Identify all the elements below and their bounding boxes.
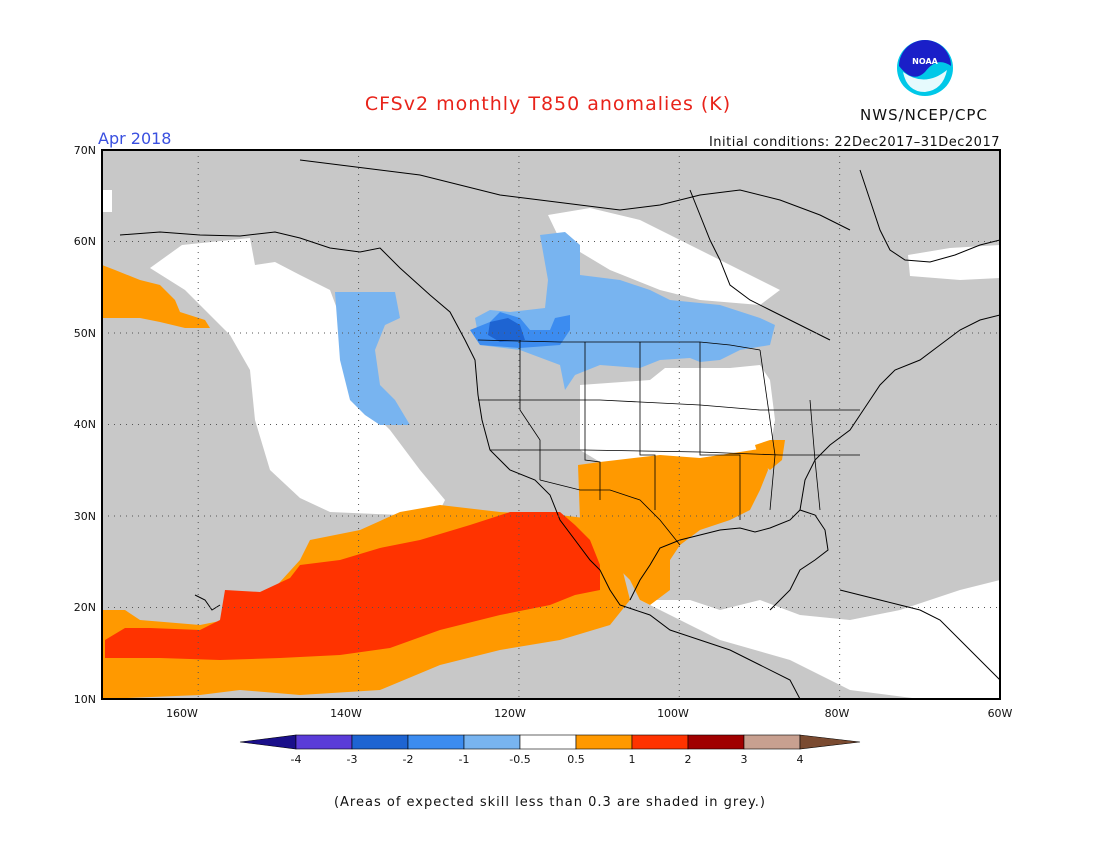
lat-axis: 70N 60N 50N 40N 30N 20N 10N bbox=[74, 144, 96, 706]
coastline-hudson-bay bbox=[689, 189, 831, 341]
colorbar-label-7: 1 bbox=[629, 753, 636, 766]
skill-note: (Areas of expected skill less than 0.3 a… bbox=[334, 795, 766, 810]
colorbar-label-3: -2 bbox=[403, 753, 414, 766]
colorbar-label-8: 2 bbox=[685, 753, 692, 766]
us-mexico-border bbox=[539, 479, 681, 546]
white-region-alaska-nw bbox=[102, 190, 112, 212]
colorbar-swatch-6 bbox=[575, 734, 633, 750]
us-state-lines-2 bbox=[584, 342, 601, 500]
colorbar-swatch-3 bbox=[407, 734, 465, 750]
lon-label-160w: 160W bbox=[166, 707, 198, 720]
map-title: CFSv2 monthly T850 anomalies (K) bbox=[365, 93, 731, 115]
anomaly-fields bbox=[102, 190, 1000, 699]
us-state-lines-3 bbox=[639, 342, 656, 510]
orange-region-north-pacific bbox=[102, 265, 210, 328]
coastline-arctic bbox=[299, 159, 851, 231]
lon-label-80w: 80W bbox=[825, 707, 850, 720]
colorbar-label-5: -0.5 bbox=[509, 753, 530, 766]
coastline-gulf bbox=[629, 509, 829, 611]
colorbar-swatch-5 bbox=[519, 734, 577, 750]
colorbar-low-arrow bbox=[239, 734, 297, 750]
white-region-hudson bbox=[548, 208, 780, 305]
white-region-caribbean bbox=[640, 580, 1000, 699]
lat-label-20n: 20N bbox=[74, 601, 96, 614]
map-area bbox=[101, 149, 1001, 700]
us-state-lines-1 bbox=[519, 340, 541, 480]
us-state-lines-6 bbox=[490, 449, 860, 456]
colorbar-swatch-1 bbox=[295, 734, 353, 750]
red-region-pacific bbox=[105, 512, 600, 660]
lat-label-60n: 60N bbox=[74, 235, 96, 248]
white-region-northeast-pacific bbox=[150, 238, 445, 515]
lon-label-120w: 120W bbox=[494, 707, 526, 720]
org-label: NWS/NCEP/CPC bbox=[860, 106, 988, 124]
lon-axis: 160W 140W 120W 100W 80W 60W bbox=[166, 707, 1012, 720]
lon-label-60w: 60W bbox=[988, 707, 1013, 720]
orange-region-mexico-texas bbox=[578, 448, 768, 605]
colorbar-label-6: 0.5 bbox=[567, 753, 585, 766]
forecast-month: Apr 2018 bbox=[98, 129, 171, 148]
light-blue-region-west bbox=[335, 292, 410, 425]
lat-label-40n: 40N bbox=[74, 418, 96, 431]
lat-label-50n: 50N bbox=[74, 327, 96, 340]
initial-conditions: Initial conditions: 22Dec2017–31Dec2017 bbox=[709, 135, 1000, 150]
us-state-lines-8 bbox=[809, 399, 821, 511]
lat-label-70n: 70N bbox=[74, 144, 96, 157]
noaa-logo: NOAA bbox=[897, 40, 953, 96]
lon-label-100w: 100W bbox=[657, 707, 689, 720]
colorbar-swatch-9 bbox=[743, 734, 801, 750]
coastline-caribbean bbox=[839, 589, 1000, 681]
colorbar-label-2: -3 bbox=[347, 753, 358, 766]
us-canada-border bbox=[477, 339, 761, 351]
colorbar-swatch-8 bbox=[687, 734, 745, 750]
coastline-east bbox=[799, 314, 1000, 511]
map-frame bbox=[101, 149, 1001, 700]
lon-label-140w: 140W bbox=[330, 707, 362, 720]
coastline-greenland bbox=[859, 169, 1000, 263]
colorbar-swatch-7 bbox=[631, 734, 689, 750]
us-state-lines-5 bbox=[478, 399, 860, 411]
colorbar-swatch-2 bbox=[351, 734, 409, 750]
colorbar-high-arrow bbox=[799, 734, 861, 750]
lat-label-30n: 30N bbox=[74, 510, 96, 523]
colorbar: -4 -3 -2 -1 -0.5 0.5 1 2 3 4 bbox=[239, 734, 861, 766]
colorbar-label-10: 4 bbox=[797, 753, 804, 766]
dark-blue-region bbox=[488, 318, 525, 342]
colorbar-swatch-4 bbox=[463, 734, 521, 750]
colorbar-label-1: -4 bbox=[291, 753, 302, 766]
us-state-lines-7 bbox=[759, 349, 776, 511]
political-boundaries bbox=[477, 339, 860, 546]
colorbar-label-9: 3 bbox=[741, 753, 748, 766]
colorbar-label-4: -1 bbox=[459, 753, 470, 766]
us-state-lines-4 bbox=[699, 342, 741, 520]
white-region-greenland bbox=[908, 245, 1000, 280]
white-region-central-us bbox=[580, 365, 775, 462]
lat-label-10n: 10N bbox=[74, 693, 96, 706]
noaa-logo-text: NOAA bbox=[912, 57, 938, 66]
